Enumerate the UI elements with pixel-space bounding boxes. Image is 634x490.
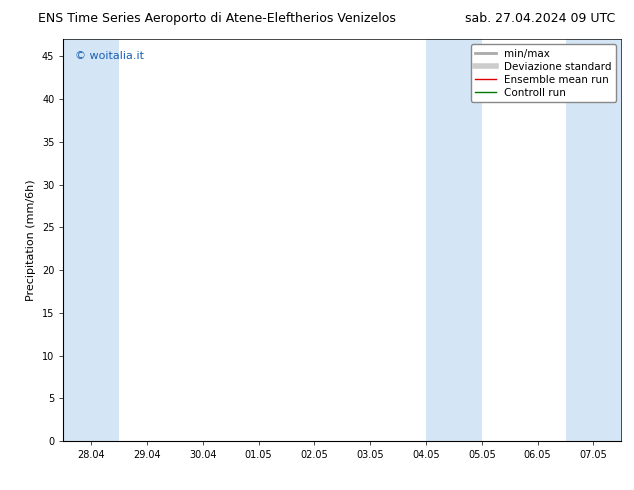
Bar xyxy=(426,39,482,441)
Bar xyxy=(566,39,621,441)
Text: © woitalia.it: © woitalia.it xyxy=(75,51,143,61)
Legend: min/max, Deviazione standard, Ensemble mean run, Controll run: min/max, Deviazione standard, Ensemble m… xyxy=(471,45,616,102)
Text: sab. 27.04.2024 09 UTC: sab. 27.04.2024 09 UTC xyxy=(465,12,615,25)
Bar xyxy=(63,39,119,441)
Text: ENS Time Series Aeroporto di Atene-Eleftherios Venizelos: ENS Time Series Aeroporto di Atene-Eleft… xyxy=(38,12,396,25)
Y-axis label: Precipitation (mm/6h): Precipitation (mm/6h) xyxy=(27,179,36,301)
